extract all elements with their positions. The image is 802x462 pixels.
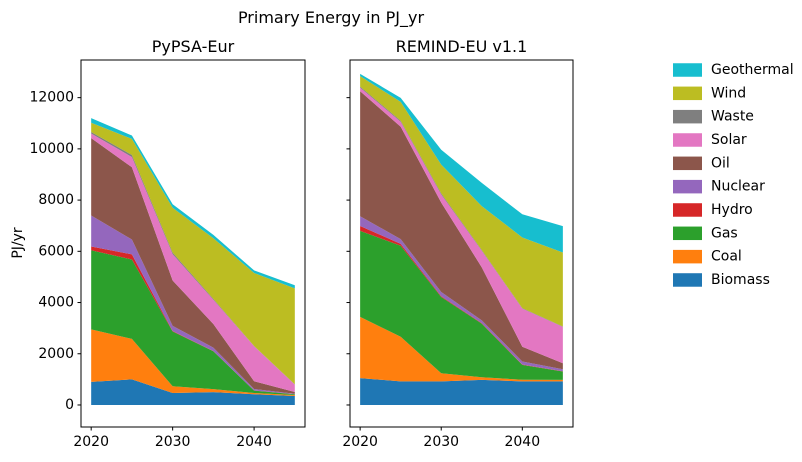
legend-label-wind: Wind [711, 85, 746, 101]
legend-label-coal: Coal [711, 249, 742, 265]
legend-label-hydro: Hydro [711, 202, 753, 218]
area-remind-eu-v1-1-nuclear [360, 216, 563, 372]
area-pypsa-eur-wind [91, 122, 295, 385]
legend-swatch-biomass [673, 273, 702, 287]
subplot-title-remind-eu-v1-1: REMIND-EU v1.1 [396, 37, 528, 56]
y-tick-label: 12000 [29, 90, 74, 106]
legend-label-nuclear: Nuclear [711, 179, 765, 195]
area-pypsa-eur-coal [91, 329, 295, 397]
legend-label-solar: Solar [711, 132, 747, 148]
y-tick-label: 10000 [29, 141, 74, 157]
x-tick-label: 2040 [236, 434, 272, 450]
legend-swatch-nuclear [673, 179, 702, 194]
area-remind-eu-v1-1-geothermal [360, 73, 563, 253]
legend-swatch-hydro [673, 203, 702, 217]
area-remind-eu-v1-1-biomass [360, 378, 563, 405]
area-pypsa-eur-oil [91, 138, 295, 394]
x-tick-label: 2020 [342, 434, 378, 450]
legend-swatch-wind [673, 86, 702, 101]
figure-title: Primary Energy in PJ_yr [237, 8, 425, 27]
x-tick-label: 2040 [504, 434, 540, 450]
y-axis-label: PJ/yr [10, 227, 26, 259]
y-tick-label: 0 [65, 397, 74, 413]
right-axes-frame [349, 59, 574, 428]
area-pypsa-eur-gas [91, 250, 295, 395]
legend-swatch-waste [673, 109, 702, 124]
area-remind-eu-v1-1-gas [360, 230, 563, 380]
legend-label-oil: Oil [711, 155, 730, 171]
area-remind-eu-v1-1-solar [360, 87, 563, 364]
legend-swatch-gas [673, 226, 702, 241]
area-pypsa-eur-nuclear [91, 215, 295, 395]
subplot-title-pypsa-eur: PyPSA-Eur [152, 37, 235, 56]
legend-label-biomass: Biomass [711, 272, 770, 288]
x-tick-label: 2030 [155, 434, 191, 450]
legend-swatch-oil [673, 156, 702, 171]
y-tick-label: 6000 [38, 243, 74, 259]
legend-swatch-geothermal [673, 63, 702, 77]
x-tick-label: 2020 [73, 434, 109, 450]
legend-label-gas: Gas [711, 225, 738, 241]
area-remind-eu-v1-1-oil [360, 91, 563, 370]
y-tick-label: 2000 [38, 346, 74, 362]
area-pypsa-eur-solar [91, 133, 295, 393]
area-remind-eu-v1-1-wind [360, 76, 563, 327]
legend-label-geothermal: Geothermal [711, 62, 794, 78]
y-tick-label: 4000 [38, 295, 74, 311]
area-remind-eu-v1-1-coal [360, 316, 563, 382]
legend-label-waste: Waste [711, 109, 754, 125]
left-axes-frame [80, 59, 306, 428]
area-pypsa-eur-biomass [91, 379, 295, 405]
legend-swatch-coal [673, 249, 702, 264]
y-tick-label: 8000 [38, 192, 74, 208]
x-tick-label: 2030 [423, 434, 459, 450]
legend-swatch-solar [673, 133, 702, 147]
